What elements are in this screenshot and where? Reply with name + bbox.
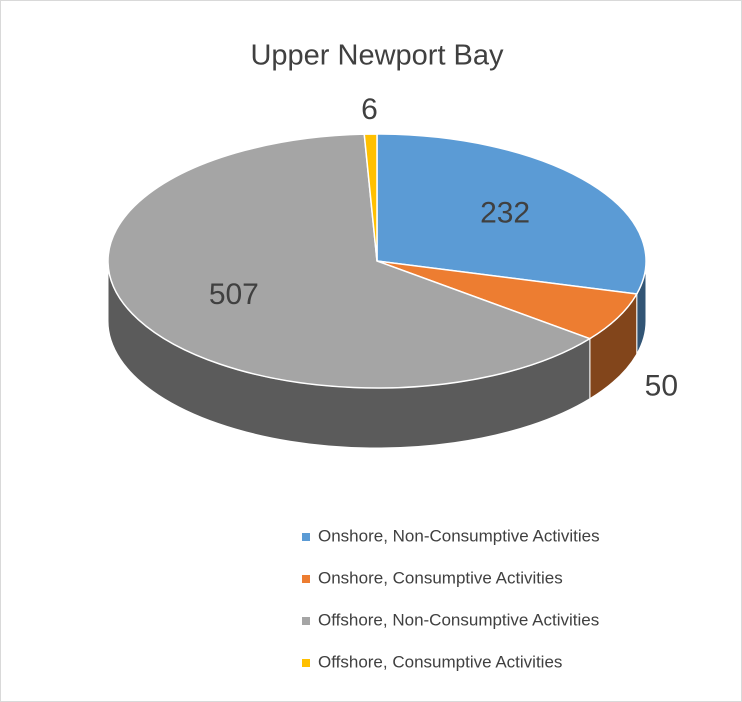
legend-swatch	[302, 575, 310, 583]
data-label: 50	[645, 370, 678, 403]
legend-label: Onshore, Non-Consumptive Activities	[318, 526, 600, 545]
data-label: 6	[361, 93, 378, 126]
data-label: 507	[209, 278, 259, 311]
pie-slice	[376, 133, 647, 295]
legend-label: Offshore, Consumptive Activities	[318, 652, 562, 671]
chart-title: Upper Newport Bay	[250, 40, 504, 72]
pie-slice	[363, 133, 378, 262]
legend-label: Offshore, Non-Consumptive Activities	[318, 610, 599, 629]
legend-label: Onshore, Consumptive Activities	[318, 568, 563, 587]
legend-swatch	[302, 533, 310, 541]
legend-swatch	[302, 659, 310, 667]
legend-swatch	[302, 617, 310, 625]
pie-slice	[107, 133, 592, 389]
data-label: 232	[480, 197, 530, 230]
